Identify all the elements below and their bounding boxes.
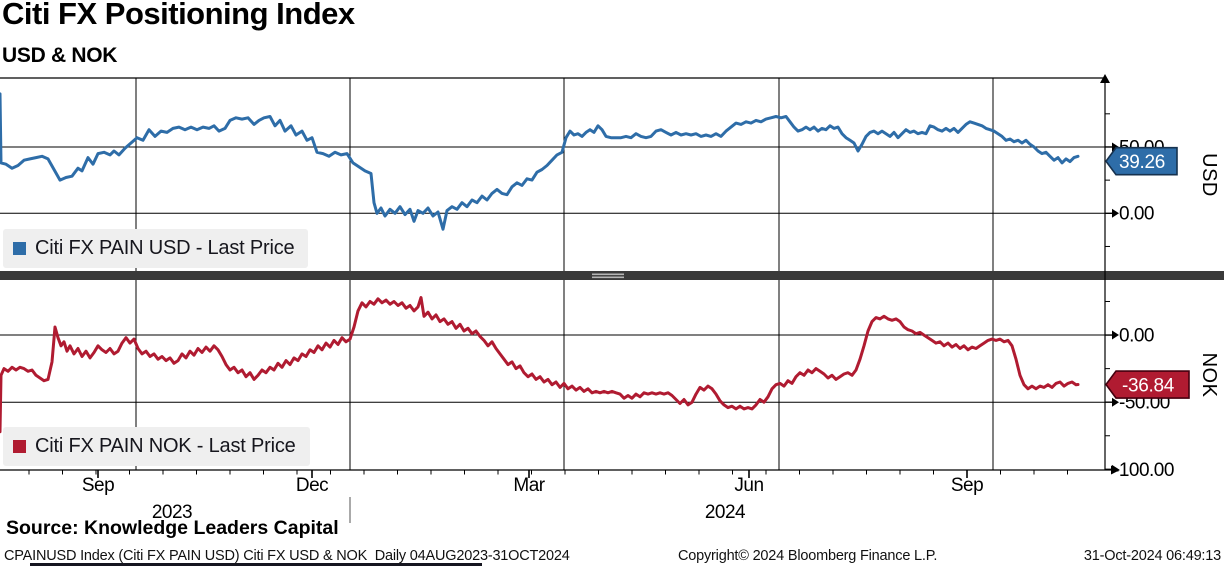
footer-timestamp: 31-Oct-2024 06:49:13 — [1083, 548, 1221, 564]
bottom-window-edge — [30, 563, 482, 566]
footer-copyright: Copyright© 2024 Bloomberg Finance L.P. — [678, 548, 938, 564]
nok-ytick-neg100: -100.00 — [1113, 460, 1174, 481]
xtick-sep-2024: Sep — [951, 475, 983, 496]
usd-legend-label: Citi FX PAIN USD - Last Price — [35, 237, 295, 259]
last-price-tag-layer — [1105, 146, 1190, 399]
usd-legend-swatch-icon — [13, 242, 26, 255]
footer-ticker-info: CPAINUSD Index (Citi FX PAIN USD) Citi F… — [4, 548, 570, 564]
usd-last-price-tag — [1105, 146, 1178, 176]
nok-ytick-arrow — [1112, 330, 1119, 340]
chart-subtitle: USD & NOK — [2, 44, 118, 67]
splitter-grip[interactable] — [592, 273, 624, 279]
nok-ytick-arrow — [1112, 397, 1119, 407]
nok-ytick-arrow — [1112, 464, 1119, 474]
xtick-mar-2024: Mar — [513, 475, 545, 496]
xtick-year-2024: 2024 — [705, 502, 746, 523]
nok-last-price-tag-value: -36.84 — [1122, 376, 1175, 397]
legend-nok: Citi FX PAIN NOK - Last Price — [3, 427, 310, 466]
usd-series-line — [0, 92, 1080, 231]
nok-legend-swatch-icon — [13, 440, 26, 453]
nok-axis-title: NOK — [1198, 353, 1220, 398]
xtick-sep-2023: Sep — [82, 475, 114, 496]
page-title: Citi FX Positioning Index — [2, 0, 355, 31]
nok-last-price-tag — [1105, 370, 1190, 399]
usd-last-price-tag-value: 39.26 — [1119, 152, 1165, 173]
legend-usd: Citi FX PAIN USD - Last Price — [3, 229, 309, 268]
panel-splitter — [0, 271, 1224, 280]
xtick-year-2023: 2023 — [152, 502, 192, 523]
source-line: Source: Knowledge Leaders Capital — [6, 517, 339, 539]
axis-arrow-up — [1100, 74, 1110, 83]
nok-ytick-0: 0.00 — [1119, 326, 1154, 347]
usd-axis-title: USD — [1198, 153, 1220, 197]
xtick-jun-2024: Jun — [734, 475, 763, 496]
usd-ytick-arrow — [1112, 142, 1119, 152]
usd-ytick-0: 0.00 — [1119, 204, 1154, 225]
usd-ytick-arrow — [1112, 208, 1119, 218]
chart-layer — [0, 74, 1224, 523]
nok-series-line — [0, 296, 1080, 434]
xtick-dec-2023: Dec — [296, 475, 328, 496]
nok-legend-label: Citi FX PAIN NOK - Last Price — [35, 435, 296, 457]
